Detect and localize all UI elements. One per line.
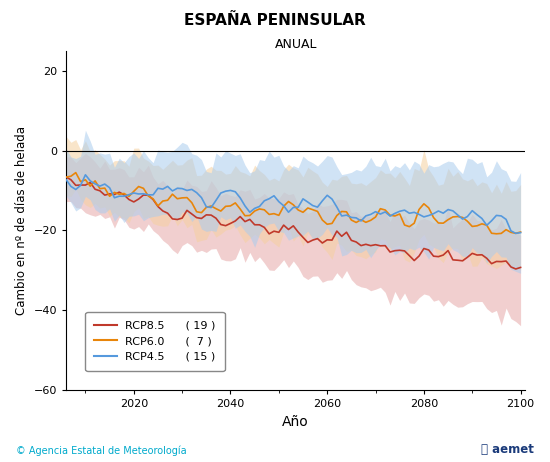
Title: ANUAL: ANUAL — [274, 38, 317, 51]
Legend: RCP8.5      ( 19 ), RCP6.0      (  7 ), RCP4.5      ( 15 ): RCP8.5 ( 19 ), RCP6.0 ( 7 ), RCP4.5 ( 15… — [85, 312, 225, 371]
Text: ESPAÑA PENINSULAR: ESPAÑA PENINSULAR — [184, 13, 366, 28]
X-axis label: Año: Año — [282, 414, 309, 429]
Text: © Agencia Estatal de Meteorología: © Agencia Estatal de Meteorología — [16, 446, 187, 456]
Text: Ⓟ aemet: Ⓟ aemet — [481, 444, 534, 456]
Y-axis label: Cambio en nº de días de helada: Cambio en nº de días de helada — [15, 126, 28, 315]
